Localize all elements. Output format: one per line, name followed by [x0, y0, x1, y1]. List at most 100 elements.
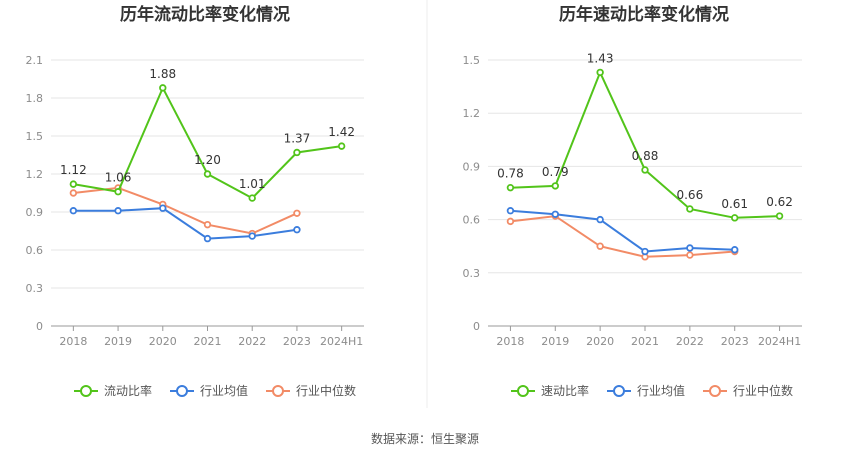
data-point [596, 215, 604, 224]
data-point [203, 234, 212, 243]
x-tick-label: 2023 [283, 335, 311, 348]
x-tick-label: 2019 [541, 335, 569, 348]
data-point [69, 180, 78, 188]
data-point [641, 166, 649, 174]
x-tick-label: 2019 [104, 335, 132, 348]
data-point [731, 214, 739, 222]
legend-item-2[interactable]: 行业中位数 [266, 383, 356, 398]
legend-marker [709, 385, 721, 397]
series-line-1 [510, 209, 735, 253]
legend-marker [517, 385, 529, 397]
y-tick-label: 1.2 [26, 168, 44, 181]
data-point [506, 207, 515, 215]
data-point [159, 204, 167, 212]
data-point [114, 207, 122, 215]
legend-label: 速动比率 [541, 383, 589, 398]
chart-title: 历年速动比率变化情况 [559, 4, 729, 25]
x-tick-label: 2024H1 [758, 335, 801, 348]
data-point [203, 220, 212, 229]
data-point [506, 183, 515, 192]
data-label: 0.62 [766, 195, 793, 209]
data-point [551, 210, 559, 218]
data-point [686, 244, 694, 252]
data-label: 1.06 [105, 171, 132, 185]
data-label: 1.88 [149, 67, 176, 81]
y-tick-label: 0.3 [26, 282, 44, 295]
data-point [203, 170, 212, 178]
y-tick-label: 2.1 [26, 54, 44, 67]
legend-item-2[interactable]: 行业中位数 [703, 383, 793, 398]
data-point [159, 84, 167, 92]
data-label: 0.79 [542, 165, 569, 179]
y-tick-label: 1.2 [463, 107, 481, 120]
legend-marker [613, 385, 625, 397]
data-label: 1.20 [194, 153, 221, 167]
series-line-2 [73, 186, 298, 235]
data-point [69, 189, 78, 197]
current-ratio-chart: 历年流动比率变化情况 0 0.3 0.6 0.9 1.2 1.5 1.8 2.1 2018 2019… [26, 4, 364, 398]
data-point [69, 207, 78, 215]
x-tick-label: 2021 [631, 335, 659, 348]
data-point [248, 232, 256, 240]
quick-ratio-chart: 历年速动比率变化情况 0 0.3 0.6 0.9 1.2 1.5 2018 2019 2020 20… [463, 4, 802, 398]
x-tick-label: 2020 [149, 335, 177, 348]
source-note: 数据来源：恒生聚源 [371, 431, 479, 446]
legend-label: 行业均值 [200, 383, 248, 398]
y-tick-label: 0.9 [463, 160, 481, 173]
legend-marker [272, 385, 284, 397]
y-tick-label: 0 [36, 320, 43, 333]
x-tick-label: 2018 [59, 335, 87, 348]
data-point [506, 217, 515, 226]
data-point [686, 251, 694, 259]
legend-label: 行业中位数 [296, 383, 356, 398]
data-label: 1.37 [284, 131, 311, 145]
legend-label: 行业中位数 [733, 383, 793, 398]
y-tick-label: 0 [473, 320, 480, 333]
data-point [596, 242, 604, 250]
data-label: 1.01 [239, 177, 266, 191]
data-point [641, 247, 649, 256]
data-point [114, 188, 122, 196]
x-tick-label: 2018 [496, 335, 524, 348]
y-tick-label: 0.3 [463, 267, 481, 280]
data-point [686, 205, 694, 213]
data-label: 0.61 [721, 197, 748, 211]
legend-item-0[interactable]: 流动比率 [74, 383, 152, 398]
data-point [293, 209, 301, 217]
legend-marker [80, 385, 92, 397]
legend-label: 行业均值 [637, 383, 685, 398]
legend-item-1[interactable]: 行业均值 [607, 383, 685, 398]
y-tick-label: 1.5 [26, 130, 44, 143]
legend-item-0[interactable]: 速动比率 [511, 383, 589, 398]
data-point [775, 212, 784, 220]
y-tick-label: 0.6 [463, 214, 481, 227]
legend-label: 流动比率 [104, 383, 152, 398]
y-tick-label: 1.5 [463, 54, 481, 67]
x-tick-label: 2024H1 [320, 335, 363, 348]
data-point [293, 148, 301, 157]
data-label: 0.78 [497, 167, 524, 181]
legend-marker [176, 385, 188, 397]
data-point [551, 182, 559, 190]
data-label: 1.12 [60, 163, 87, 177]
data-label: 0.88 [632, 149, 659, 163]
legend-item-1[interactable]: 行业均值 [170, 383, 248, 398]
chart-title: 历年流动比率变化情况 [120, 4, 290, 25]
data-label: 1.42 [328, 125, 355, 139]
series-line-1 [73, 207, 298, 240]
y-tick-label: 1.8 [26, 92, 44, 105]
data-point [596, 68, 604, 77]
x-tick-label: 2021 [194, 335, 222, 348]
data-point [337, 142, 346, 150]
x-tick-label: 2022 [238, 335, 266, 348]
x-tick-label: 2020 [586, 335, 614, 348]
data-point [731, 246, 739, 254]
series-line-2 [510, 215, 735, 258]
data-point [293, 226, 301, 234]
y-tick-label: 0.9 [26, 206, 44, 219]
data-point [248, 194, 256, 202]
data-label: 1.43 [587, 51, 614, 65]
x-tick-label: 2022 [676, 335, 704, 348]
y-tick-label: 0.6 [26, 244, 44, 257]
